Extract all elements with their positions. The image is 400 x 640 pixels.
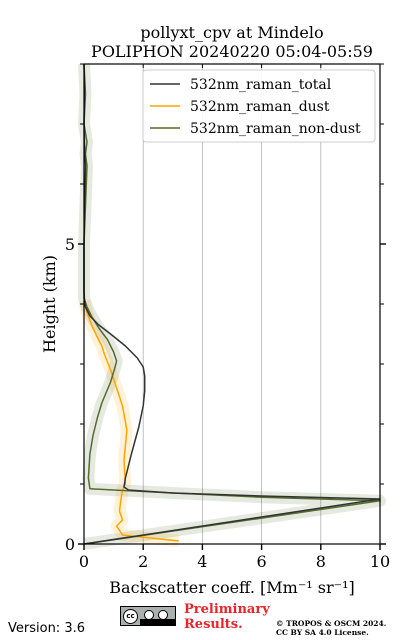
copyright-line-1: © TROPOS & OSCM 2024. xyxy=(276,619,387,628)
x-tick-label-2: 2 xyxy=(138,552,148,571)
legend-label-532nm_raman_non-dust: 532nm_raman_non-dust xyxy=(190,121,361,137)
chart-title-line-2: POLIPHON 20240220 05:04-05:59 xyxy=(91,42,373,61)
cc-by-sa-logo: cc xyxy=(120,606,176,626)
x-tick-label-6: 6 xyxy=(257,552,267,571)
preliminary-results-label: Preliminary Results. xyxy=(184,602,270,632)
x-tick-label-0: 0 xyxy=(79,552,89,571)
legend-box xyxy=(142,69,376,143)
x-tick-label-8: 8 xyxy=(316,552,326,571)
x-tick-label-4: 4 xyxy=(197,552,207,571)
series-lines xyxy=(83,63,381,545)
chart-title-line-1: pollyxt_cpv at Mindelo xyxy=(140,23,323,42)
y-tick-label-5: 5 xyxy=(65,235,75,254)
y-axis-label: Height (km) xyxy=(40,255,59,353)
chart: pollyxt_cpv at Mindelo POLIPHON 20240220… xyxy=(40,23,390,597)
copyright-line-2: CC BY SA 4.0 License. xyxy=(276,628,369,637)
cc-strip xyxy=(140,619,175,625)
version-label: Version: 3.6 xyxy=(8,621,85,636)
axis-ticks: 0 2 4 6 8 10 0 5 xyxy=(65,63,390,571)
legend-label-532nm_raman_total: 532nm_raman_total xyxy=(190,77,332,93)
grid xyxy=(142,64,322,544)
cc-icon: cc xyxy=(123,609,138,624)
preliminary-line-1: Preliminary xyxy=(184,602,270,617)
line-532nm_raman_total xyxy=(83,63,381,545)
y-tick-label-0: 0 xyxy=(65,535,75,554)
x-tick-label-10: 10 xyxy=(370,552,390,571)
line-532nm_raman_dust xyxy=(83,300,179,542)
preliminary-line-2: Results. xyxy=(184,617,243,632)
copyright-notice: © TROPOS & OSCM 2024. CC BY SA 4.0 Licen… xyxy=(276,619,386,637)
line-532nm_raman_non-dust xyxy=(83,63,381,545)
legend-label-532nm_raman_dust: 532nm_raman_dust xyxy=(190,99,330,115)
legend: 532nm_raman_total 532nm_raman_dust 532nm_r… xyxy=(142,69,376,143)
x-axis-label: Backscatter coeff. [Mm⁻¹ sr⁻¹] xyxy=(109,578,354,597)
